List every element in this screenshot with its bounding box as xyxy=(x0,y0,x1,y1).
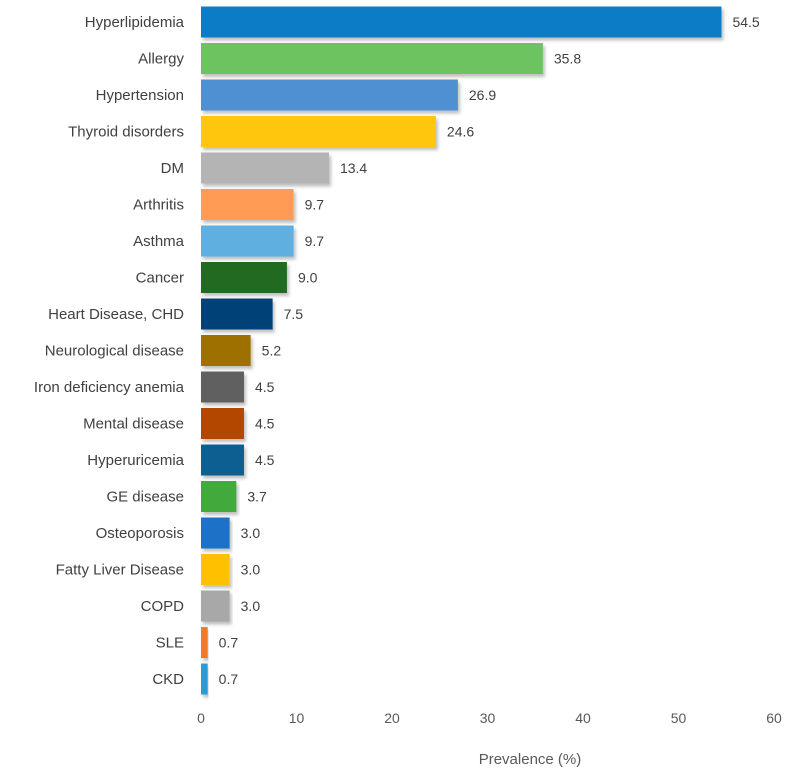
category-label-13: GE disease xyxy=(106,489,184,506)
value-label-8: 7.5 xyxy=(284,306,304,322)
bar-0 xyxy=(201,6,722,38)
x-tick-label-1: 10 xyxy=(289,710,305,726)
bar-5 xyxy=(201,189,294,220)
category-label-2: Hypertension xyxy=(96,87,184,104)
bar-10 xyxy=(201,371,244,403)
value-label-14: 3.0 xyxy=(241,525,261,541)
category-label-6: Asthma xyxy=(133,233,185,250)
value-label-9: 5.2 xyxy=(262,343,282,359)
value-label-15: 3.0 xyxy=(241,562,261,578)
category-label-11: Mental disease xyxy=(83,416,184,433)
category-label-9: Neurological disease xyxy=(45,343,184,360)
x-tick-label-5: 50 xyxy=(671,710,687,726)
value-label-5: 9.7 xyxy=(305,197,325,213)
bar-14 xyxy=(201,517,230,549)
value-label-0: 54.5 xyxy=(732,14,759,30)
bar-11 xyxy=(201,408,244,439)
category-label-1: Allergy xyxy=(138,51,184,68)
category-label-0: Hyperlipidemia xyxy=(85,14,185,31)
x-axis-title: Prevalence (%) xyxy=(479,751,582,768)
category-labels: Hyperlipidemia Allergy Hypertension Thyroid… xyxy=(34,14,185,688)
bar-2 xyxy=(201,79,458,111)
bar-17 xyxy=(201,627,208,658)
value-label-13: 3.7 xyxy=(247,489,267,505)
x-axis-ticks: 0 10 20 30 40 50 60 xyxy=(197,710,782,726)
bar-1 xyxy=(201,43,543,74)
category-label-17: SLE xyxy=(156,635,184,652)
x-tick-label-6: 60 xyxy=(766,710,782,726)
bar-4 xyxy=(201,152,329,184)
category-label-7: Cancer xyxy=(136,270,184,287)
bar-6 xyxy=(201,225,294,257)
value-label-6: 9.7 xyxy=(305,233,325,249)
value-label-4: 13.4 xyxy=(340,160,367,176)
bar-12 xyxy=(201,444,244,476)
x-tick-label-0: 0 xyxy=(197,710,205,726)
bar-15 xyxy=(201,554,230,585)
category-label-3: Thyroid disorders xyxy=(68,124,184,141)
bar-8 xyxy=(201,298,273,330)
bar-13 xyxy=(201,481,237,512)
value-label-11: 4.5 xyxy=(255,416,275,432)
x-tick-label-3: 30 xyxy=(480,710,496,726)
category-label-14: Osteoporosis xyxy=(96,525,184,542)
bars-group xyxy=(201,6,722,695)
category-label-18: CKD xyxy=(152,671,184,688)
value-label-17: 0.7 xyxy=(219,635,239,651)
value-label-10: 4.5 xyxy=(255,379,275,395)
value-label-3: 24.6 xyxy=(447,124,474,140)
x-tick-label-4: 40 xyxy=(575,710,591,726)
bar-16 xyxy=(201,590,230,622)
bar-9 xyxy=(201,335,251,366)
category-label-5: Arthritis xyxy=(133,197,184,214)
value-labels: 54.5 35.8 26.9 24.6 13.4 9.7 9.7 9.0 7.5 5.2 4.5 4.… xyxy=(219,14,760,687)
value-label-16: 3.0 xyxy=(241,598,261,614)
value-label-1: 35.8 xyxy=(554,51,581,67)
bar-18 xyxy=(201,663,208,695)
value-label-7: 9.0 xyxy=(298,270,318,286)
x-tick-label-2: 20 xyxy=(384,710,400,726)
category-label-10: Iron deficiency anemia xyxy=(34,379,185,396)
category-label-8: Heart Disease, CHD xyxy=(48,306,184,323)
category-label-12: Hyperuricemia xyxy=(87,452,184,469)
value-label-2: 26.9 xyxy=(469,87,496,103)
category-label-4: DM xyxy=(161,160,184,177)
value-label-12: 4.5 xyxy=(255,452,275,468)
bar-7 xyxy=(201,262,287,293)
bar-3 xyxy=(201,116,436,147)
category-label-16: COPD xyxy=(141,598,185,615)
value-label-18: 0.7 xyxy=(219,671,239,687)
category-label-15: Fatty Liver Disease xyxy=(56,562,184,579)
